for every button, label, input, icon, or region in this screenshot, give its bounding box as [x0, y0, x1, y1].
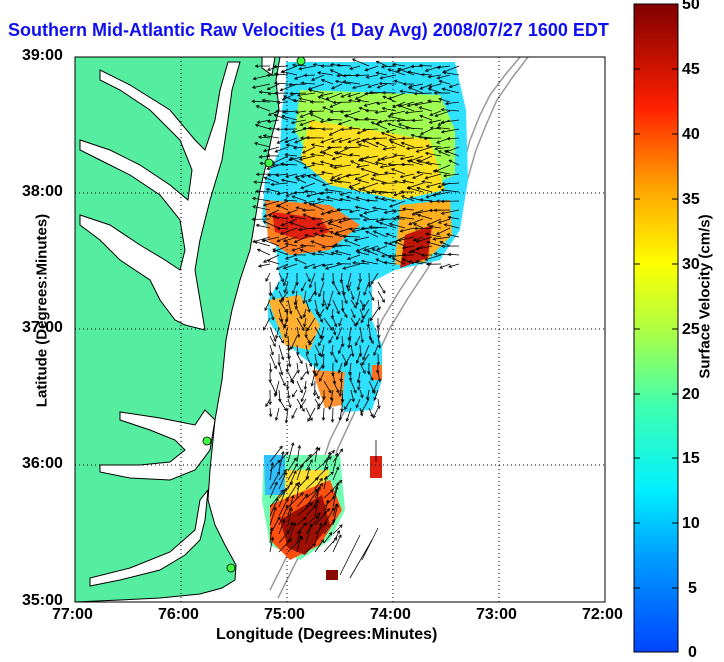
land-mass	[75, 57, 280, 602]
x-axis-label: Longitude (Degrees:Minutes)	[216, 626, 437, 644]
velocity-vector	[350, 540, 372, 578]
velocity-vector	[301, 246, 315, 247]
colorbar-tick-label: 40	[682, 126, 700, 144]
colorbar-tick-label: 45	[682, 61, 700, 79]
colorbar-tick-label: 15	[682, 450, 700, 468]
velocity-vector	[258, 249, 270, 255]
velocity-vector	[279, 345, 283, 360]
colorbar-tick-label: 50	[682, 0, 700, 14]
radar-site-marker	[203, 437, 211, 445]
velocity-vector	[378, 282, 385, 293]
x-tick-label: 75:00	[264, 606, 305, 624]
velocity-vector	[304, 75, 315, 76]
velocity-vector	[332, 408, 333, 422]
y-tick-label: 35:00	[22, 592, 63, 610]
colorbar-tick-label: 10	[682, 515, 700, 533]
x-tick-label: 74:00	[370, 606, 411, 624]
radar-site-marker	[297, 57, 305, 65]
x-tick-label: 72:00	[582, 606, 623, 624]
velocity-vector	[362, 528, 378, 560]
velocity-vector	[323, 408, 324, 420]
velocity-vector	[264, 255, 279, 262]
velocity-vector	[442, 201, 460, 202]
velocity-vector	[419, 66, 432, 67]
y-tick-label: 36:00	[22, 455, 63, 473]
radar-site-marker	[227, 564, 235, 572]
colorbar-tick-label: 5	[688, 580, 697, 598]
colorbar	[634, 4, 678, 652]
velocity-vector	[318, 399, 324, 409]
velocity-vector	[340, 535, 360, 575]
x-tick-label: 73:00	[476, 606, 517, 624]
colorbar-label: Surface Velocity (cm/s)	[697, 197, 714, 397]
x-tick-label: 76:00	[158, 606, 199, 624]
colorbar-tick-label: 0	[688, 644, 697, 662]
velocity-vector	[270, 354, 276, 369]
velocity-vector	[255, 242, 270, 246]
y-axis-label: Latitude (Degrees:Minutes)	[34, 191, 51, 431]
velocity-vector	[264, 318, 271, 330]
radar-site-marker	[265, 159, 273, 167]
velocity-vector	[333, 102, 351, 103]
velocity-vector	[373, 138, 387, 139]
velocity-vector	[279, 399, 286, 411]
velocity-vector	[297, 381, 302, 393]
y-tick-label: 39:00	[22, 47, 63, 65]
